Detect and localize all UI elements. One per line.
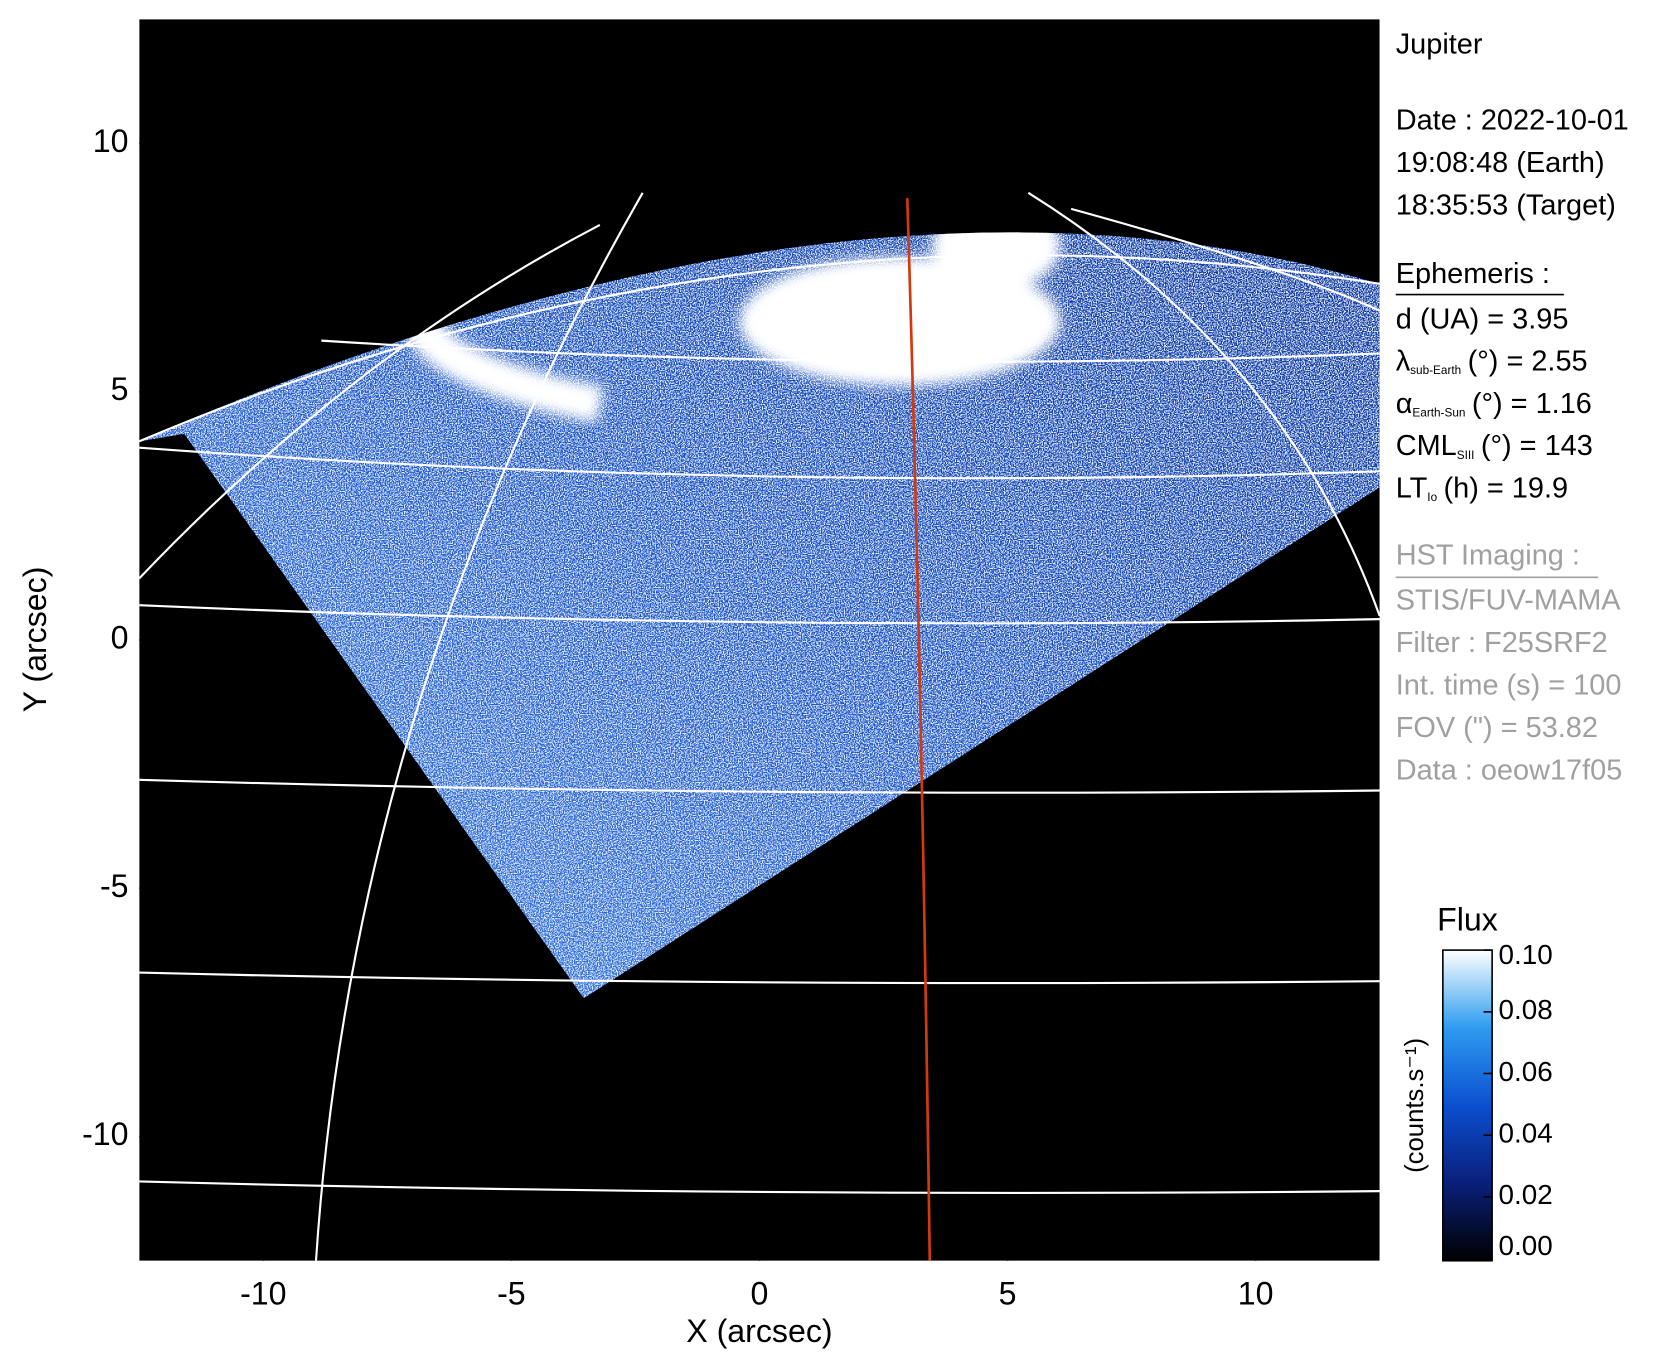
hst-line: STIS/FUV-MAMA [1396,585,1622,617]
subscript: sub-Earth [1410,364,1461,377]
x-axis-label: X (arcsec) [686,1313,832,1349]
colorbar-units: (counts.s⁻¹) [1401,1038,1429,1173]
hst-line: FOV (") = 53.82 [1396,712,1598,744]
ephemeris-item: d (UA) = 3.95 [1396,303,1569,335]
x-tick-label: -5 [497,1276,526,1312]
subscript: Earth-Sun [1412,407,1465,420]
hst-line: Filter : F25SRF2 [1396,627,1608,659]
colorbar-tick-label: 0.06 [1499,1056,1553,1087]
y-tick-label: -5 [100,868,129,904]
colorbar-tick-label: 0.08 [1499,994,1553,1025]
symbol: CML [1396,430,1457,462]
subscript: SIII [1457,449,1475,462]
date-line: 19:08:48 (Earth) [1396,147,1605,179]
value: (h) = 19.9 [1444,472,1569,504]
date-line: 18:35:53 (Target) [1396,189,1616,221]
title: Jupiter [1396,29,1483,61]
colorbar-tick-label: 0.10 [1499,939,1553,970]
hst-line: Int. time (s) = 100 [1396,669,1622,701]
planet-grid [139,191,1380,1261]
ephemeris-item: λsub-Earth (°) = 2.55 [1396,345,1588,377]
symbol: LT [1396,472,1428,504]
central-meridian [905,198,932,1261]
x-tick-label: 5 [999,1276,1017,1312]
colorbar-tick-label: 0.04 [1499,1118,1553,1149]
colorbar-tick-label: 0.02 [1499,1179,1553,1210]
aurora [403,232,1061,423]
value: (°) = 143 [1481,430,1593,462]
subscript: Io [1427,491,1437,504]
info-panel: Date : 2022-10-01 19:08:48 (Earth) 18:35:5… [1396,105,1629,787]
date-line: Date : 2022-10-01 [1396,105,1629,137]
ephemeris-item: LTIo (h) = 19.9 [1396,472,1568,504]
colorbar [1442,949,1493,1262]
value: (°) = 2.55 [1468,345,1588,377]
ephemeris-item: CMLSIII (°) = 143 [1396,430,1593,462]
y-tick-label: 5 [111,371,129,407]
hst-heading: HST Imaging : [1396,540,1580,572]
value: (°) = 1.16 [1472,388,1592,420]
ephemeris-item: αEarth-Sun (°) = 1.16 [1396,388,1592,420]
symbol: λ [1396,345,1411,377]
y-tick-label: -10 [82,1116,128,1152]
y-axis-label: Y (arcsec) [17,567,53,713]
ephemeris-heading: Ephemeris : [1396,258,1550,290]
x-tick-label: -10 [240,1276,286,1312]
x-tick-label: 10 [1238,1276,1274,1312]
y-tick-label: 10 [93,123,129,159]
colorbar-tick-label: 0.00 [1499,1230,1553,1261]
value: d (UA) = 3.95 [1396,303,1569,335]
y-tick-label: 0 [111,619,129,655]
symbol: α [1396,388,1413,420]
hst-line: Data : oeow17f05 [1396,754,1623,786]
image [139,19,1380,1261]
x-tick-label: 0 [751,1276,769,1312]
colorbar-label: Flux [1437,902,1498,938]
